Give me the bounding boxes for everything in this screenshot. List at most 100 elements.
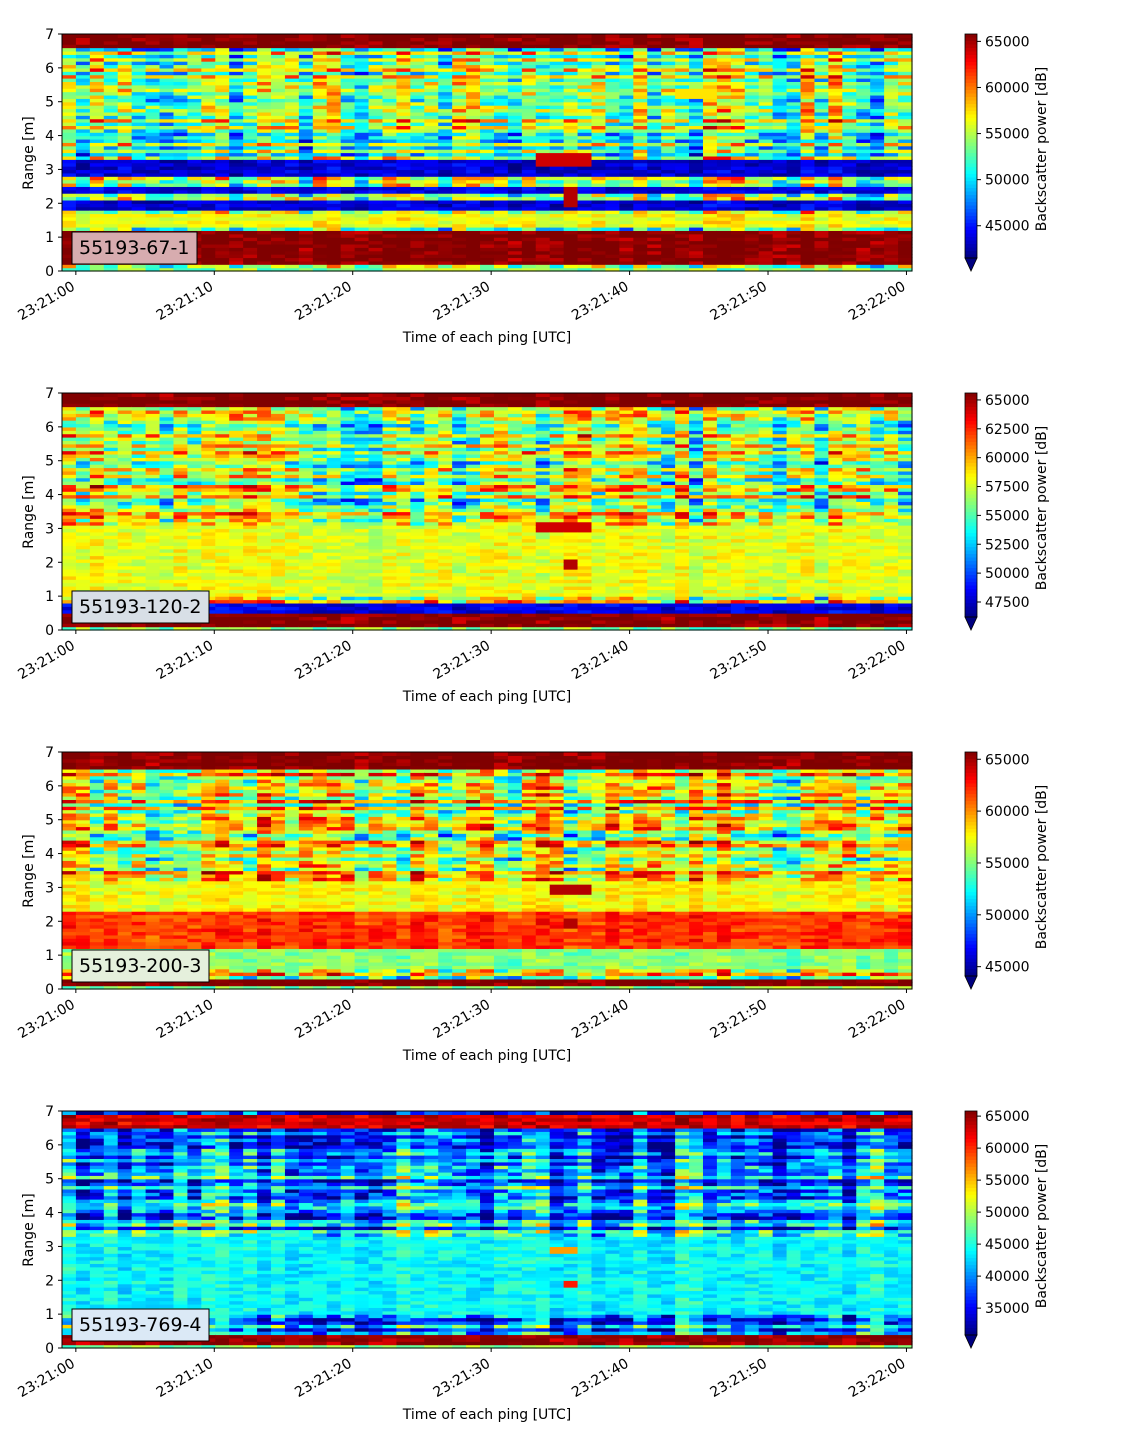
heatmap-cell [800, 155, 816, 160]
heatmap-cell [131, 531, 147, 536]
heatmap-cell [898, 125, 913, 130]
heatmap-cell [772, 84, 788, 89]
heatmap-cell [159, 416, 175, 421]
heatmap-cell [898, 64, 913, 69]
heatmap-cell [661, 91, 676, 96]
heatmap-cell [535, 193, 551, 198]
heatmap-cell [62, 433, 77, 438]
heatmap-cell [89, 74, 105, 79]
heatmap-cell [271, 118, 286, 123]
heatmap-cell [814, 193, 829, 198]
heatmap-cell [117, 443, 133, 448]
heatmap-cell [716, 135, 732, 140]
heatmap-cell [466, 135, 481, 140]
heatmap-cell [884, 142, 899, 147]
heatmap-cell [856, 159, 871, 164]
heatmap-cell [480, 257, 495, 262]
colorbar-segment [965, 142, 977, 147]
heatmap-cell [605, 213, 620, 218]
heatmap-cell [159, 81, 175, 86]
heatmap-cell [62, 592, 77, 597]
heatmap-cell [661, 182, 676, 187]
heatmap-cell [549, 182, 565, 187]
heatmap-cell [898, 88, 913, 93]
heatmap-cell [466, 267, 481, 272]
heatmap-cell [452, 196, 467, 201]
heatmap-cell [493, 226, 509, 231]
heatmap-cell [326, 138, 342, 143]
heatmap-cell [591, 44, 607, 49]
heatmap-cell [814, 145, 829, 150]
heatmap-cell [786, 267, 802, 272]
heatmap-cell [396, 135, 411, 140]
heatmap-cell [786, 64, 802, 69]
heatmap-cell [382, 186, 398, 191]
heatmap-cell [117, 37, 133, 42]
heatmap-cell [229, 189, 244, 194]
heatmap-cell [856, 155, 871, 160]
heatmap-cell [633, 257, 648, 262]
heatmap-cell [730, 122, 746, 127]
heatmap-cell [215, 254, 230, 259]
heatmap-cell [730, 250, 746, 255]
heatmap-cell [898, 91, 913, 96]
heatmap-cell [410, 88, 425, 93]
heatmap-cell [354, 267, 370, 272]
heatmap-cell [354, 132, 370, 137]
heatmap-cell [159, 585, 175, 590]
heatmap-cell [382, 98, 398, 103]
heatmap-cell [396, 264, 411, 269]
heatmap-cell [730, 179, 746, 184]
heatmap-cell [577, 260, 593, 265]
heatmap-cell [410, 132, 425, 137]
heatmap-cell [605, 111, 620, 116]
heatmap-cell [730, 193, 746, 198]
heatmap-cell [549, 216, 565, 221]
heatmap-cell [173, 135, 189, 140]
heatmap-cell [145, 457, 161, 462]
heatmap-cell [62, 525, 77, 530]
heatmap-cell [396, 34, 411, 38]
heatmap-cell [633, 88, 648, 93]
heatmap-cell [800, 132, 816, 137]
heatmap-cell [716, 111, 732, 116]
heatmap-cell [75, 267, 91, 272]
heatmap-cell [870, 179, 885, 184]
heatmap-cell [396, 132, 411, 137]
heatmap-cell [215, 54, 230, 59]
y-tick-label: 2 [45, 196, 54, 212]
heatmap-cell [563, 176, 579, 181]
heatmap-cell [647, 125, 662, 130]
heatmap-cell [145, 535, 161, 540]
heatmap-cell [410, 220, 425, 225]
heatmap-cell [117, 78, 133, 82]
heatmap-cell [507, 122, 523, 127]
heatmap-cell [452, 203, 467, 208]
heatmap-cell [577, 122, 593, 127]
heatmap-cell [145, 145, 161, 150]
heatmap-cell [243, 145, 258, 150]
heatmap-cell [730, 34, 746, 38]
heatmap-cell [159, 132, 175, 137]
heatmap-cell [354, 50, 370, 55]
heatmap-cell [856, 179, 871, 184]
heatmap-cell [354, 159, 370, 164]
heatmap-cell [75, 552, 91, 557]
heatmap-cell [800, 122, 816, 127]
heatmap-cell [382, 264, 398, 269]
heatmap-cell [842, 159, 857, 164]
heatmap-cell [284, 111, 300, 116]
heatmap-cell [229, 91, 244, 96]
heatmap-cell [758, 264, 774, 269]
heatmap-cell [173, 125, 189, 130]
heatmap-cell [744, 145, 760, 150]
heatmap-cell [786, 138, 802, 143]
heatmap-cell [786, 172, 802, 177]
heatmap-cell [856, 176, 871, 181]
heatmap-cell [480, 138, 495, 143]
heatmap-cell [535, 44, 551, 49]
heatmap-cell [521, 159, 537, 164]
heatmap-cell [800, 34, 816, 38]
heatmap-cell [842, 115, 857, 120]
heatmap-cell [75, 118, 91, 123]
